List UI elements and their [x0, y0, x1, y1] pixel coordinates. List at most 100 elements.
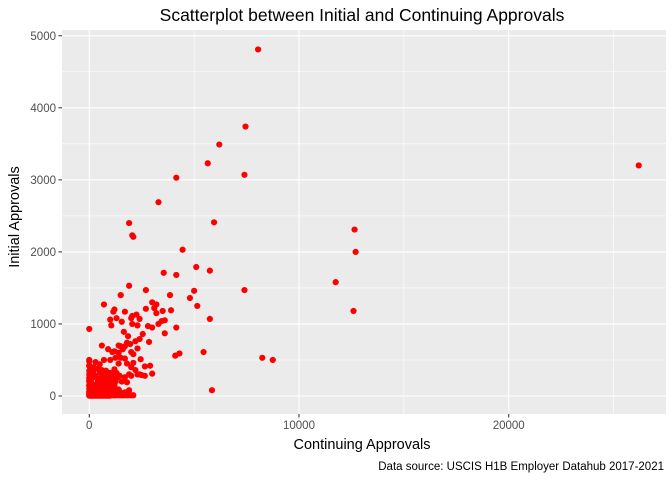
scatter-point [136, 315, 143, 323]
scatter-point [149, 370, 156, 377]
scatter-point [86, 358, 93, 365]
scatter-point [159, 307, 166, 315]
scatter-point [635, 162, 642, 169]
scatter-point [98, 342, 105, 349]
scatter-point [173, 271, 180, 279]
scatter-point [242, 123, 249, 130]
scatter-point [96, 361, 103, 368]
scatter-point [166, 292, 174, 299]
scatter-point [210, 219, 218, 226]
scatter-point [149, 299, 156, 306]
scatter-point [120, 328, 127, 335]
scatter-point [204, 160, 211, 167]
x-axis-ticks: 0 10000 20000 [86, 414, 525, 432]
scatter-point [100, 356, 108, 364]
scatter-point [142, 305, 149, 312]
scatter-point [141, 363, 148, 370]
scatter-point [146, 362, 154, 369]
scatter-point [86, 325, 93, 333]
scatter-point [134, 322, 141, 329]
scatter-point [186, 294, 194, 302]
scatter-point [173, 324, 180, 331]
scatter-point [134, 345, 141, 352]
y-tick-label: 2000 [30, 247, 56, 259]
scatter-point [206, 315, 213, 323]
scatter-point [149, 324, 156, 331]
scatter-point [241, 171, 248, 178]
scatter-point [350, 307, 357, 315]
scatter-point [92, 372, 99, 379]
scatter-point [107, 369, 114, 377]
scatter-point [193, 263, 200, 271]
scatter-point [208, 387, 216, 394]
minor-gridlines [62, 30, 666, 414]
scatter-point [113, 315, 120, 322]
scatter-point [119, 346, 126, 353]
scatter-point [332, 279, 339, 286]
scatter-point [127, 341, 134, 348]
scatter-point [153, 310, 160, 317]
scatter-point [241, 286, 248, 294]
scatter-point [130, 392, 137, 399]
scatter-point [269, 356, 276, 364]
scatter-point [111, 306, 118, 313]
scatter-point [126, 387, 133, 394]
scatter-point [216, 141, 223, 148]
scatter-point [155, 199, 162, 206]
scatter-point [158, 317, 165, 325]
chart-title: Scatterplot between Initial and Continui… [160, 5, 565, 25]
scatter-point [108, 322, 115, 329]
scatter-point [206, 267, 213, 274]
scatter-point [161, 330, 168, 337]
data-points [86, 46, 642, 399]
y-tick-label: 3000 [30, 175, 56, 187]
scatter-point [172, 352, 179, 359]
scatter-point [130, 233, 137, 240]
scatter-point [118, 318, 125, 325]
y-axis-ticks: 0 1000 2000 3000 4000 5000 [30, 31, 62, 403]
scatter-point [118, 378, 125, 385]
scatter-point [107, 356, 114, 364]
x-tick-label: 10000 [283, 420, 315, 432]
scatter-point [121, 374, 129, 381]
scatter-point [86, 367, 93, 374]
scatter-point [200, 348, 207, 356]
scatter-point [123, 360, 131, 367]
y-tick-label: 1000 [30, 319, 56, 331]
scatter-point [139, 330, 146, 338]
y-tick-label: 0 [50, 391, 56, 403]
scatter-point [107, 316, 114, 323]
scatter-point [160, 269, 167, 276]
scatter-point [123, 379, 131, 386]
scatter-point [254, 46, 262, 53]
scatter-point [126, 282, 133, 289]
scatter-point [112, 354, 119, 361]
scatter-point [151, 304, 158, 312]
scatter-point [142, 286, 149, 294]
scatter-point [134, 371, 141, 378]
scatter-point [100, 301, 108, 308]
plot-panel [62, 30, 666, 414]
scatter-point [141, 372, 148, 379]
scatter-point [115, 349, 122, 356]
scatter-point [121, 308, 129, 315]
scatter-point [259, 354, 266, 361]
scatter-point [117, 292, 124, 299]
scatter-point [114, 374, 121, 381]
scatter-point [352, 248, 359, 255]
scatter-point [129, 320, 136, 328]
scatter-point [121, 355, 129, 362]
scatter-point [179, 246, 186, 253]
scatter-point [129, 312, 136, 320]
major-gridlines [62, 30, 666, 414]
scatter-point [124, 333, 132, 340]
scatter-point [109, 348, 116, 356]
scatter-point [126, 219, 133, 227]
scatter-point [351, 226, 358, 233]
scatter-point [136, 335, 143, 343]
scatter-point [86, 378, 93, 385]
x-axis-label: Continuing Approvals [293, 437, 430, 453]
data-source-caption: Data source: USCIS H1B Employer Datahub … [378, 461, 664, 473]
scatter-point [115, 360, 122, 367]
